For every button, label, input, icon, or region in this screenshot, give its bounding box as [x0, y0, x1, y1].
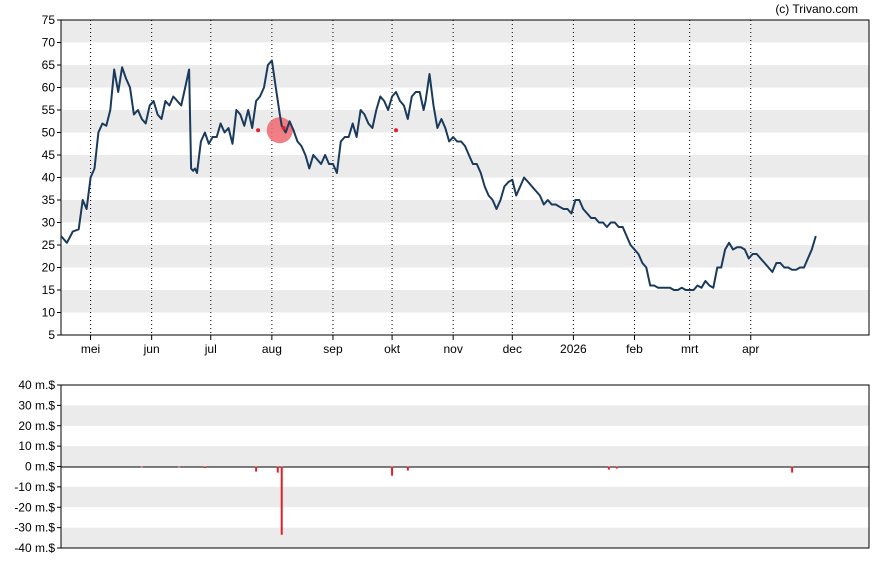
volume-bar: [140, 466, 143, 468]
y-tick-label: 35: [42, 193, 56, 207]
volume-y-tick-label: -20 m.$: [14, 500, 55, 514]
price-band: [61, 200, 869, 223]
volume-bars: [140, 466, 794, 535]
y-tick-label: 60: [42, 81, 56, 95]
price-band: [61, 20, 869, 43]
volume-bar: [276, 466, 279, 473]
y-tick-label: 40: [42, 171, 56, 185]
volume-y-tick-label: 10 m.$: [18, 439, 55, 453]
price-series: [60, 59, 817, 291]
volume-bar: [203, 466, 206, 469]
credit-label: (c) Trivano.com: [775, 2, 858, 16]
x-tick-label: okt: [384, 342, 401, 356]
price-line: [60, 59, 817, 291]
x-tick-label: dec: [503, 342, 522, 356]
y-tick-label: 65: [42, 58, 56, 72]
x-tick-label: jun: [143, 342, 160, 356]
x-tick-label: 2026: [560, 342, 587, 356]
y-tick-label: 75: [42, 13, 56, 27]
x-tick-label: apr: [742, 342, 759, 356]
x-tick-label: mei: [81, 342, 100, 356]
trade-marker: [256, 128, 261, 133]
volume-y-tick-label: 40 m.$: [18, 378, 55, 392]
highlight-circle: [266, 117, 293, 144]
volume-y-tick-label: -10 m.$: [14, 480, 55, 494]
price-vertical-gridlines: [90, 20, 752, 335]
price-band: [61, 155, 869, 178]
y-tick-label: 10: [42, 306, 56, 320]
y-tick-label: 15: [42, 283, 56, 297]
price-panel: 5 10 15 20 25 30 35 40 45 50 55 60 65 70 75 mei jun jul a…: [42, 2, 870, 356]
y-tick-label: 55: [42, 103, 56, 117]
price-band: [61, 65, 869, 88]
volume-bar: [406, 466, 409, 471]
volume-bar: [280, 466, 283, 535]
trade-marker: [394, 128, 399, 133]
volume-band: [61, 405, 869, 426]
volume-bar: [178, 466, 181, 468]
y-tick-label: 45: [42, 148, 56, 162]
y-tick-label: 20: [42, 261, 56, 275]
price-y-axis-ticks: 5 10 15 20 25 30 35 40 45 50 55 60 65 70 75: [42, 13, 61, 342]
volume-y-tick-label: 20 m.$: [18, 419, 55, 433]
y-tick-label: 25: [42, 238, 56, 252]
price-band: [61, 110, 869, 133]
x-tick-label: sep: [323, 342, 343, 356]
volume-panel: 40 m.$ 30 m.$ 20 m.$ 10 m.$ 0 m.$ -10 m.$ -20 …: [14, 378, 870, 555]
x-tick-label: feb: [626, 342, 643, 356]
y-tick-label: 50: [42, 126, 56, 140]
volume-bar: [255, 466, 258, 472]
y-tick-label: 30: [42, 216, 56, 230]
trade-marker: [281, 126, 286, 130]
volume-y-tick-label: 30 m.$: [18, 398, 55, 412]
volume-y-tick-label: 0 m.$: [25, 460, 55, 474]
volume-band: [61, 527, 869, 548]
x-tick-label: nov: [443, 342, 462, 356]
volume-bar: [615, 466, 618, 469]
price-band: [61, 245, 869, 268]
volume-bar: [391, 466, 394, 476]
volume-y-axis-ticks: 40 m.$ 30 m.$ 20 m.$ 10 m.$ 0 m.$ -10 m.$ -20 …: [14, 378, 61, 555]
volume-grid-bands: [61, 405, 869, 548]
price-band: [61, 290, 869, 313]
volume-bar: [607, 466, 610, 470]
volume-band: [61, 446, 869, 467]
price-grid-bands: [61, 20, 869, 313]
price-x-axis-ticks: mei jun jul aug sep okt nov dec 2026 feb mrt apr: [81, 335, 759, 356]
y-tick-label: 5: [48, 328, 55, 342]
volume-bar: [791, 466, 794, 473]
y-tick-label: 70: [42, 36, 56, 50]
volume-y-tick-label: -30 m.$: [14, 521, 55, 535]
x-tick-label: mrt: [681, 342, 699, 356]
x-tick-label: jul: [204, 342, 217, 356]
x-tick-label: aug: [262, 342, 282, 356]
volume-band: [61, 486, 869, 508]
volume-y-tick-label: -40 m.$: [14, 541, 55, 555]
